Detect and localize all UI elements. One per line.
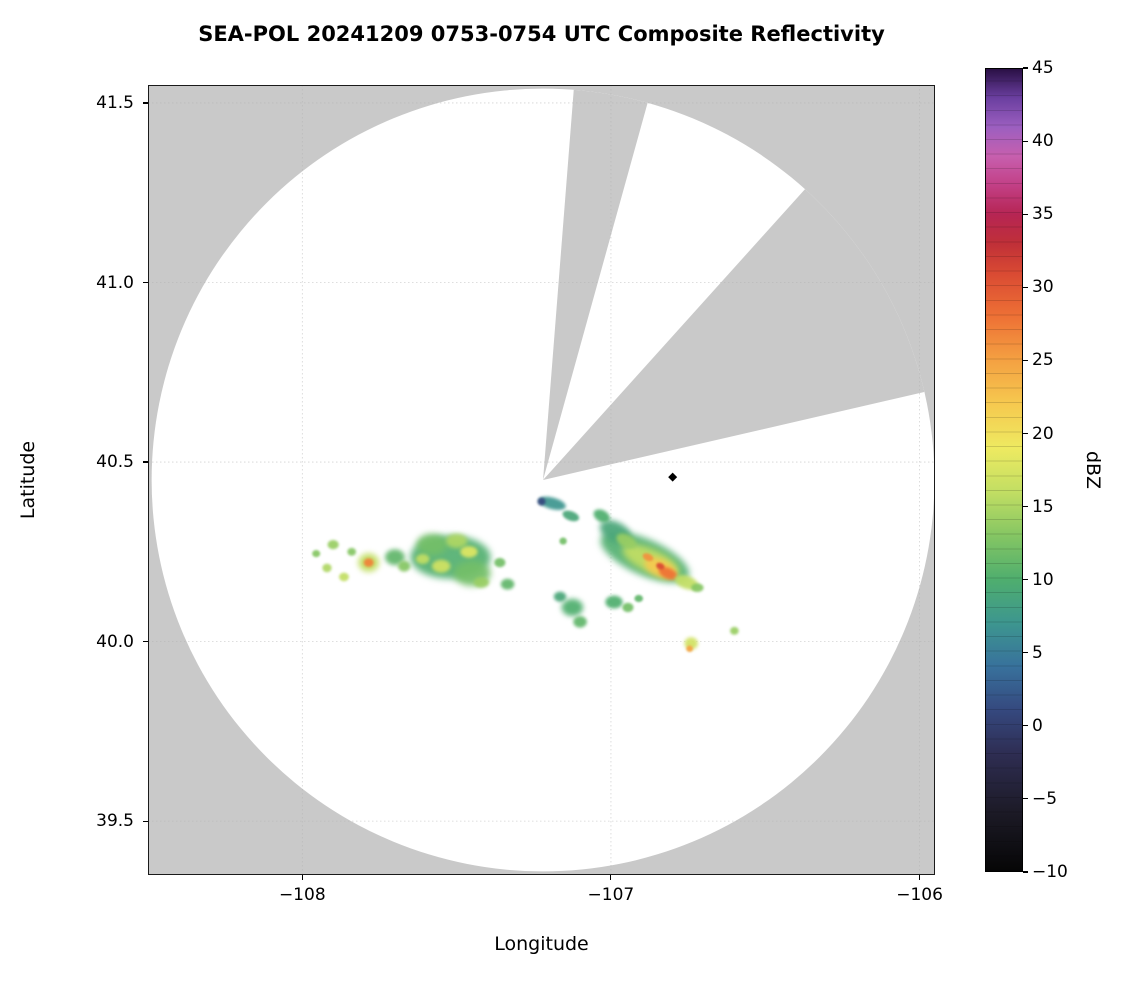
echo-blob — [686, 645, 694, 653]
echo-blob — [691, 583, 704, 593]
y-tick-label: 41.0 — [96, 272, 134, 293]
colorbar-tick-mark — [1023, 140, 1028, 142]
echo-blob — [656, 562, 665, 570]
y-tick-mark — [143, 641, 148, 643]
colorbar-tick-mark — [1023, 652, 1028, 654]
colorbar-tick-label: 25 — [1032, 350, 1054, 371]
y-tick-label: 40.5 — [96, 452, 134, 472]
x-axis-label: Longitude — [494, 933, 589, 955]
echo-blob — [553, 591, 567, 602]
echo-blob — [385, 549, 405, 566]
chart-title: SEA-POL 20241209 0753-0754 UTC Composite… — [198, 22, 885, 46]
colorbar-tick-mark — [1023, 798, 1028, 800]
colorbar-tick-mark — [1023, 505, 1028, 508]
colorbar-tick-mark — [1023, 871, 1028, 873]
colorbar-tick-mark — [1023, 67, 1028, 69]
colorbar-tick-label: 15 — [1032, 496, 1054, 517]
colorbar-tick-label: 0 — [1032, 715, 1043, 736]
x-tick-label: −106 — [896, 885, 943, 905]
y-tick-mark — [143, 461, 148, 463]
echo-blob — [538, 496, 566, 510]
echo-blob — [500, 578, 515, 590]
echo-blob — [559, 537, 567, 545]
echo-blob — [339, 572, 349, 582]
colorbar-tick-label: 40 — [1032, 131, 1054, 152]
colorbar-tick-label: 30 — [1032, 277, 1054, 298]
x-tick-mark — [919, 875, 921, 880]
echo-blob — [312, 550, 321, 558]
x-tick-label: −108 — [278, 885, 326, 905]
colorbar-tick-label: 5 — [1032, 642, 1043, 663]
colorbar — [985, 68, 1023, 872]
colorbar-tick-label: −10 — [1032, 862, 1068, 882]
echo-blob — [634, 594, 644, 603]
blocked-sector — [543, 171, 935, 480]
reflectivity-echoes — [312, 496, 739, 653]
colorbar-label: dBZ — [1082, 450, 1104, 490]
echo-blob — [322, 563, 332, 573]
x-tick-mark — [610, 875, 612, 880]
echo-blob — [730, 626, 739, 635]
echo-blob — [397, 560, 411, 572]
colorbar-tick-label: 20 — [1032, 423, 1054, 444]
y-tick-mark — [143, 281, 148, 284]
echo-blob — [473, 576, 490, 588]
echo-blob — [416, 533, 448, 556]
echo-blob — [562, 510, 580, 522]
x-tick-label: −107 — [587, 885, 635, 905]
colorbar-tick-label: 35 — [1032, 204, 1054, 225]
echo-blob — [593, 509, 610, 523]
colorbar-tick-mark — [1023, 725, 1028, 727]
echo-blob — [415, 553, 430, 565]
y-axis-label: Latitude — [17, 440, 39, 520]
y-tick-mark — [143, 820, 148, 822]
colorbar-tick-mark — [1023, 432, 1028, 435]
echo-blob — [642, 553, 654, 562]
echo-blob — [431, 559, 451, 573]
y-tick-mark — [143, 102, 148, 104]
echo-blob — [561, 598, 584, 617]
echo-blob — [616, 533, 637, 549]
colorbar-tick-mark — [1023, 213, 1028, 215]
y-tick-label: 40.0 — [96, 631, 134, 652]
colorbar-tick-mark — [1023, 579, 1028, 581]
point-marker — [668, 472, 678, 482]
colorbar-tick-label: −5 — [1032, 788, 1058, 809]
echo-blob — [347, 547, 357, 556]
echo-blob — [573, 616, 587, 628]
y-tick-label: 41.5 — [96, 93, 134, 113]
x-tick-mark — [301, 875, 303, 880]
colorbar-tick-label: 45 — [1032, 58, 1054, 78]
echo-blob — [622, 602, 634, 613]
echo-blob — [494, 557, 506, 568]
echo-blob — [537, 497, 546, 506]
echo-blob — [327, 539, 339, 550]
colorbar-tick-mark — [1023, 286, 1028, 288]
echo-blob — [605, 595, 623, 609]
echo-blob — [460, 546, 478, 558]
y-tick-label: 39.5 — [96, 811, 134, 832]
colorbar-tick-label: 10 — [1032, 569, 1054, 590]
echo-blob — [445, 533, 468, 549]
radar-plot-canvas — [148, 85, 935, 875]
blocked-sectors — [543, 88, 935, 480]
colorbar-tick-mark — [1023, 359, 1028, 361]
echo-blob — [363, 558, 374, 567]
echo-blob — [658, 567, 678, 580]
blocked-sector — [543, 88, 654, 480]
